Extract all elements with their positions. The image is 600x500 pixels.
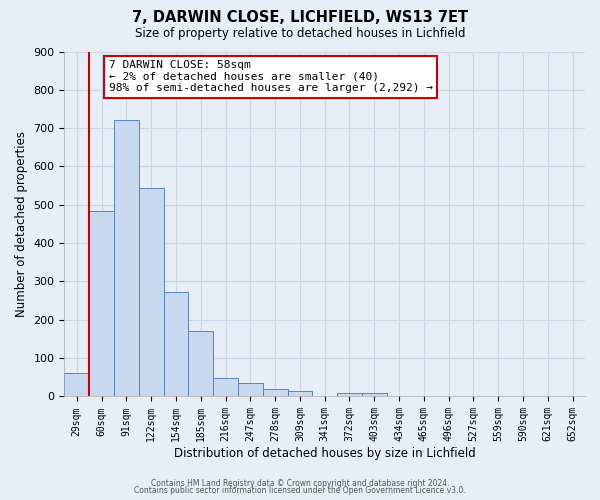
Bar <box>238 383 263 396</box>
Bar <box>188 330 213 396</box>
Text: 7 DARWIN CLOSE: 58sqm
← 2% of detached houses are smaller (40)
98% of semi-detac: 7 DARWIN CLOSE: 58sqm ← 2% of detached h… <box>109 60 433 94</box>
Bar <box>362 394 386 396</box>
Text: 7, DARWIN CLOSE, LICHFIELD, WS13 7ET: 7, DARWIN CLOSE, LICHFIELD, WS13 7ET <box>132 10 468 25</box>
Bar <box>89 212 114 396</box>
Bar <box>64 374 89 396</box>
Bar <box>337 394 362 396</box>
Bar <box>114 120 139 396</box>
Bar <box>287 390 313 396</box>
Bar <box>213 378 238 396</box>
Text: Contains HM Land Registry data © Crown copyright and database right 2024.: Contains HM Land Registry data © Crown c… <box>151 478 449 488</box>
Text: Contains public sector information licensed under the Open Government Licence v3: Contains public sector information licen… <box>134 486 466 495</box>
Bar <box>263 389 287 396</box>
Bar <box>164 292 188 397</box>
Y-axis label: Number of detached properties: Number of detached properties <box>15 131 28 317</box>
Bar <box>139 188 164 396</box>
Text: Size of property relative to detached houses in Lichfield: Size of property relative to detached ho… <box>135 28 465 40</box>
X-axis label: Distribution of detached houses by size in Lichfield: Distribution of detached houses by size … <box>174 447 476 460</box>
